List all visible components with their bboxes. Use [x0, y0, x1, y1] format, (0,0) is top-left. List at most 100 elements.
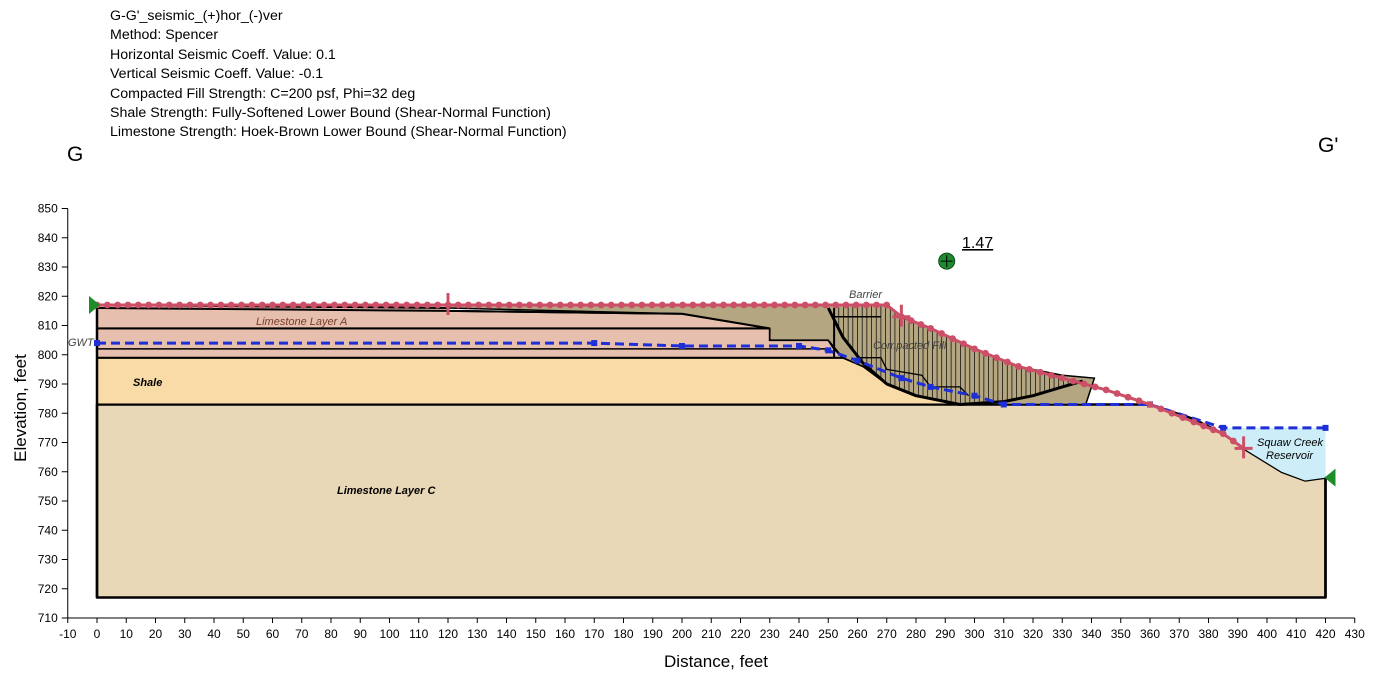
- ground-surface-point: [760, 301, 768, 309]
- x-tick-label: 310: [994, 627, 1014, 641]
- x-tick-label: 430: [1345, 627, 1365, 641]
- ground-surface-point: [577, 301, 585, 309]
- header-line-title: G-G'_seismic_(+)hor_(-)ver: [110, 8, 283, 24]
- water-table-point: [927, 383, 934, 390]
- ground-surface-point: [269, 301, 276, 309]
- ground-surface-point: [258, 301, 266, 309]
- ground-surface-point: [982, 349, 989, 357]
- ground-surface-point: [1036, 368, 1044, 376]
- ground-surface-point: [526, 301, 534, 309]
- x-tick-label: 230: [760, 627, 780, 641]
- header-line-method: Method: Spencer: [110, 27, 219, 44]
- ground-surface-point: [1190, 418, 1198, 426]
- x-tick-label: 300: [964, 627, 984, 641]
- ground-surface-point: [505, 301, 513, 309]
- y-tick-label: 840: [38, 231, 58, 245]
- ground-surface-point: [679, 301, 687, 309]
- ground-surface-point: [165, 301, 173, 309]
- ground-surface-point: [971, 345, 978, 353]
- ground-surface-point: [791, 301, 799, 309]
- water-table-point: [679, 342, 685, 349]
- ground-surface-point: [1157, 405, 1165, 413]
- ground-surface-point: [1047, 371, 1055, 379]
- ground-surface-point: [750, 301, 758, 309]
- label-gwt: GWT: [68, 337, 95, 349]
- header-line-vertical-coeff: Vertical Seismic Coeff. Value: -0.1: [110, 66, 324, 83]
- label-limestone-layer-c: Limestone Layer C: [337, 485, 436, 497]
- ground-surface-point: [811, 301, 819, 309]
- x-tick-label: -10: [59, 627, 77, 641]
- ground-surface-point: [822, 301, 829, 309]
- ground-surface-point: [103, 301, 111, 309]
- ground-surface-point: [114, 301, 122, 309]
- x-tick-label: 130: [467, 627, 487, 641]
- ground-surface-point: [1219, 430, 1227, 438]
- ground-surface-point: [638, 301, 646, 309]
- ground-surface-point: [310, 301, 318, 309]
- fill-contact: [96, 307, 770, 330]
- ground-surface-point: [1168, 409, 1176, 417]
- x-tick-label: 40: [207, 627, 221, 641]
- x-tick-label: 270: [877, 627, 897, 641]
- x-tick-label: 390: [1228, 627, 1248, 641]
- section-label-left: G: [67, 143, 84, 166]
- water-table-point: [591, 340, 598, 347]
- left-boundary-marker: [89, 296, 100, 315]
- y-axis: 710 720 730 740 750 760 770 780 790 800 810 820 830 8…: [38, 202, 69, 625]
- y-tick-label: 800: [38, 348, 58, 362]
- x-tick-label: 210: [701, 627, 721, 641]
- ground-surface-point: [1058, 374, 1066, 382]
- ground-surface-point: [186, 301, 194, 309]
- ground-surface-point: [124, 301, 132, 309]
- ground-surface-point: [907, 317, 915, 325]
- water-table-point: [796, 342, 802, 349]
- ground-surface-point: [1069, 377, 1077, 385]
- ground-surface-point: [145, 301, 153, 309]
- x-tick-label: 220: [730, 627, 750, 641]
- ground-surface-point: [1146, 401, 1154, 408]
- y-tick-label: 770: [38, 436, 58, 450]
- ground-surface-point: [536, 301, 544, 309]
- water-table-point: [854, 357, 861, 364]
- ground-surface-point: [1229, 437, 1237, 445]
- y-tick-label: 790: [38, 377, 58, 391]
- limestone-layer-c: [95, 403, 1327, 599]
- ground-surface-point: [392, 301, 400, 309]
- x-tick-label: 10: [120, 627, 134, 641]
- x-tick-label: 290: [935, 627, 955, 641]
- ground-surface-point: [1004, 358, 1011, 366]
- x-tick-label: 90: [354, 627, 368, 641]
- ground-surface-point: [134, 301, 142, 309]
- x-tick-label: 410: [1286, 627, 1306, 641]
- ground-surface-point: [628, 301, 636, 309]
- region-labels: Limestone Layer A Shale Limestone Layer …: [11, 235, 1324, 671]
- ground-surface-point: [1102, 386, 1110, 394]
- ground-surface-point: [852, 301, 860, 309]
- ground-surface-point: [832, 301, 840, 309]
- x-axis: -10 0 10 20 30 40 50 60 70 80 90 100 110 120 130 140 150…: [59, 617, 1365, 641]
- header-line-fill-strength: Compacted Fill Strength: C=200 psf, Phi=…: [110, 85, 416, 102]
- ground-surface-point: [196, 301, 204, 309]
- ground-surface-point: [771, 301, 778, 309]
- ground-surface-point: [546, 301, 554, 309]
- ground-surface-point: [217, 301, 225, 309]
- y-tick-label: 740: [38, 523, 58, 537]
- ground-surface-point: [1091, 383, 1099, 391]
- x-tick-label: 280: [906, 627, 926, 641]
- ground-surface-point: [289, 301, 297, 309]
- ground-surface-point: [938, 330, 945, 337]
- ground-surface-point: [279, 301, 287, 309]
- ground-surface-point: [801, 301, 809, 309]
- ground-surface-point: [556, 301, 564, 309]
- ground-surface-point: [248, 301, 256, 309]
- label-limestone-layer-a: Limestone Layer A: [256, 316, 347, 328]
- label-reservoir-line1: Squaw Creek: [1257, 437, 1324, 449]
- header-line-limestone-strength: Limestone Strength: Hoek-Brown Lower Bou…: [110, 124, 567, 141]
- x-tick-label: 360: [1140, 627, 1160, 641]
- x-tick-label: 380: [1198, 627, 1218, 641]
- x-tick-label: 370: [1169, 627, 1189, 641]
- ground-surface-point: [413, 301, 421, 309]
- x-tick-label: 260: [847, 627, 867, 641]
- ground-surface-point: [227, 301, 235, 309]
- y-tick-label: 750: [38, 494, 58, 508]
